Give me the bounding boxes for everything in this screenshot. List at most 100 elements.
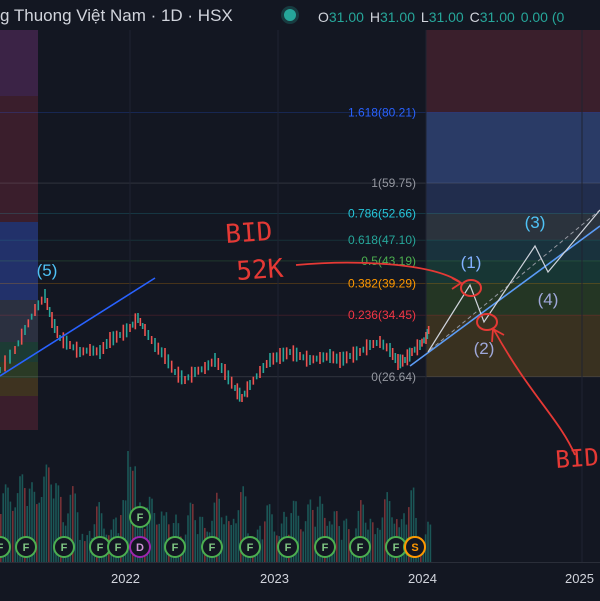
volume-bar bbox=[225, 515, 228, 562]
volume-bar bbox=[338, 526, 340, 562]
volume-bar bbox=[376, 527, 379, 562]
annotation-arrow bbox=[493, 329, 576, 456]
ohlc-readout: O31.00 H31.00 L31.00 C31.00 0.00 (0 bbox=[318, 9, 566, 25]
x-tick-2023: 2023 bbox=[260, 571, 289, 586]
fib-band-left bbox=[0, 362, 38, 378]
volume-bar bbox=[273, 531, 276, 562]
volume-bar bbox=[4, 484, 7, 562]
ohlc-low-key: L bbox=[420, 9, 429, 25]
fib-level-labels: 1.618(80.21) 1(59.75) 0.786(52.66) 0.618(47… bbox=[348, 105, 416, 383]
candles bbox=[0, 289, 430, 402]
wave-projection bbox=[427, 209, 600, 353]
volume-bar bbox=[381, 517, 384, 562]
volume-bar bbox=[151, 498, 153, 562]
wave-labels: (5) (1) (2) (3) (4) bbox=[37, 213, 559, 358]
event-marker bbox=[129, 506, 151, 528]
trend-line-left bbox=[0, 277, 156, 377]
ohlc-close-value: 31.00 bbox=[479, 9, 515, 25]
fib-label: 0.382(39.29) bbox=[348, 277, 416, 291]
time-axis: 2022 2023 2024 2025 bbox=[0, 562, 600, 601]
event-marker-label: F bbox=[97, 542, 104, 554]
volume-bar bbox=[160, 511, 163, 562]
ohlc-change-value: 0.00 (0 bbox=[520, 9, 565, 25]
volume-bar bbox=[321, 503, 324, 562]
volume-bar bbox=[304, 521, 307, 562]
volume-bar bbox=[148, 496, 151, 562]
event-marker-label: F bbox=[393, 542, 400, 554]
event-marker bbox=[239, 536, 261, 558]
event-marker-label: D bbox=[136, 542, 144, 554]
event-markers: FFFFFDFFFFFFFFFS bbox=[0, 506, 426, 558]
volume-bar bbox=[336, 511, 338, 562]
volume-bar bbox=[362, 504, 364, 562]
volume-bar bbox=[74, 493, 76, 562]
volume-bar bbox=[122, 500, 124, 562]
volume-bar bbox=[292, 500, 295, 562]
volume-bar bbox=[33, 491, 36, 562]
volume-bar bbox=[124, 500, 127, 562]
volume-bar bbox=[189, 502, 192, 562]
event-marker bbox=[0, 536, 11, 558]
wave-label: (4) bbox=[538, 290, 559, 309]
volume-bar bbox=[72, 486, 74, 562]
volume-bar bbox=[156, 524, 158, 562]
trend-lines bbox=[0, 209, 600, 377]
fib-label: 0.786(52.66) bbox=[348, 206, 416, 220]
volume-bar bbox=[300, 529, 302, 562]
volume-bar bbox=[40, 496, 43, 562]
fib-label: 0.618(47.10) bbox=[348, 233, 416, 247]
volume-bar bbox=[127, 451, 129, 562]
fib-label: 1(59.75) bbox=[371, 176, 416, 190]
annotation-text: 52K bbox=[235, 254, 284, 287]
fib-band-right bbox=[426, 112, 600, 184]
volume-bar bbox=[96, 506, 98, 562]
fib-label: 0.236(34.45) bbox=[348, 308, 416, 322]
event-marker bbox=[164, 536, 186, 558]
x-tick-2024: 2024 bbox=[408, 571, 437, 586]
volume-bar bbox=[216, 492, 218, 562]
volume-bar bbox=[388, 501, 391, 562]
wave-label: (3) bbox=[525, 213, 546, 232]
volume-bar bbox=[48, 467, 50, 562]
fib-band-left bbox=[0, 300, 38, 342]
event-marker-label: F bbox=[172, 542, 179, 554]
volume-bar bbox=[235, 523, 237, 562]
volume-bar bbox=[240, 492, 242, 562]
event-marker-label: F bbox=[285, 542, 292, 554]
fib-label: 1.618(80.21) bbox=[348, 105, 416, 119]
volume-bar bbox=[12, 510, 14, 562]
volume-bar bbox=[163, 515, 165, 562]
volume-bar bbox=[374, 534, 376, 562]
volume-bar bbox=[348, 529, 350, 562]
x-tick-2025: 2025 bbox=[565, 571, 594, 586]
volume-bar bbox=[36, 504, 38, 562]
volume-bar bbox=[43, 476, 45, 562]
volume-bar bbox=[153, 513, 156, 562]
volume-bar bbox=[52, 498, 55, 562]
volume-bar bbox=[60, 496, 62, 562]
volume-bar bbox=[196, 534, 199, 562]
annotation-circle bbox=[460, 279, 482, 297]
fib-band-left bbox=[0, 378, 38, 396]
event-marker-label: F bbox=[247, 542, 254, 554]
volume-bar bbox=[79, 539, 81, 562]
volume-bar bbox=[295, 501, 297, 562]
wave-label: (5) bbox=[37, 261, 58, 280]
symbol-title[interactable]: g Thuong Việt Nam · 1D · HSX bbox=[0, 6, 233, 25]
annotation-text: BID bbox=[554, 443, 599, 474]
trend-line-right bbox=[409, 225, 600, 367]
volume-bar bbox=[307, 504, 309, 562]
ohlc-high-key: H bbox=[369, 9, 380, 25]
volume-bar bbox=[21, 474, 24, 562]
volume-bar bbox=[302, 531, 304, 562]
wave-label: (2) bbox=[474, 339, 495, 358]
fib-band-right bbox=[426, 315, 600, 377]
event-marker bbox=[349, 536, 371, 558]
volume-bar bbox=[57, 485, 60, 562]
event-marker bbox=[404, 536, 426, 558]
volume-bar bbox=[232, 518, 235, 562]
volume-bar bbox=[384, 499, 386, 562]
volume-bar bbox=[28, 488, 31, 562]
volume-bar bbox=[192, 503, 194, 562]
